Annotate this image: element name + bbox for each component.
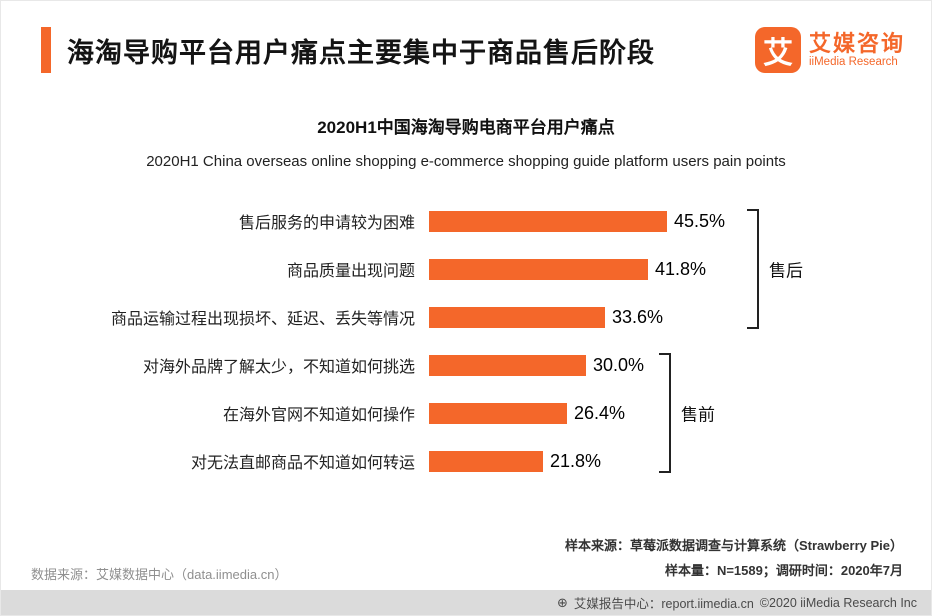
- chart-head: 2020H1中国海淘导购电商平台用户痛点 2020H1 China overse…: [1, 113, 931, 170]
- bar: [429, 210, 667, 232]
- title-wrap: 海淘导购平台用户痛点主要集中于商品售后阶段: [41, 27, 655, 73]
- bar-value-label: 21.8%: [550, 450, 602, 471]
- bar-category-label: 售后服务的申请较为困难: [238, 215, 415, 232]
- bar-rows: 售后服务的申请较为困难 45.5% 商品质量出现问题 41.8% 商品运输过程出现损坏、…: [1, 197, 931, 485]
- chart-title: 2020H1中国海淘导购电商平台用户痛点: [317, 118, 615, 137]
- logo-brand-cn: 艾媒咨询: [808, 30, 905, 56]
- bar-category-label: 商品质量出现问题: [286, 263, 415, 280]
- bar-row: 商品质量出现问题 41.8%: [1, 245, 931, 293]
- logo-brand-en: iiMedia Research: [808, 56, 898, 69]
- pre-sale-bracket: [659, 353, 671, 473]
- bar-row: 在海外官网不知道如何操作 26.4%: [1, 389, 931, 437]
- pre-sale-group-label: 售前: [681, 405, 715, 425]
- page-title: 海淘导购平台用户痛点主要集中于商品售后阶段: [67, 37, 655, 68]
- sample-info-block: 样本来源：草莓派数据调查与计算系统（Strawberry Pie） 样本量：N=…: [565, 533, 903, 583]
- accent-bar: [41, 27, 51, 73]
- bar-value-label: 33.6%: [612, 306, 664, 327]
- bar-chart: 售后服务的申请较为困难 45.5% 商品质量出现问题 41.8% 商品运输过程出现损坏、…: [1, 197, 931, 487]
- iimedia-logo: 艾 艾媒咨询 iiMedia Research: [754, 27, 905, 73]
- bar-category-label: 商品运输过程出现损坏、延迟、丢失等情况: [110, 311, 415, 328]
- bar-row: 售后服务的申请较为困难 45.5%: [1, 197, 931, 245]
- bar-category-label: 对海外品牌了解太少，不知道如何挑选: [142, 359, 415, 376]
- after-sale-group-label: 售后: [769, 261, 803, 281]
- bar: [429, 402, 567, 424]
- logo-text: 艾媒咨询 iiMedia Research: [809, 31, 905, 70]
- bar-row: 对无法直邮商品不知道如何转运 21.8%: [1, 437, 931, 485]
- data-source: 数据来源：艾媒数据中心（data.iimedia.cn）: [31, 567, 288, 582]
- header: 海淘导购平台用户痛点主要集中于商品售后阶段 艾 艾媒咨询 iiMedia Res…: [41, 27, 905, 73]
- bar: [429, 354, 586, 376]
- sample-source: 样本来源：草莓派数据调查与计算系统（Strawberry Pie）: [564, 538, 903, 553]
- bar-category-label: 在海外官网不知道如何操作: [222, 407, 415, 424]
- bar: [429, 450, 543, 472]
- logo-icon: 艾: [754, 27, 801, 73]
- bar-value-label: 26.4%: [574, 402, 626, 423]
- bar-value-label: 41.8%: [655, 258, 707, 279]
- bar-value-label: 45.5%: [674, 210, 726, 231]
- report-center-text: 艾媒报告中心：report.iimedia.cn: [573, 597, 754, 611]
- bar-value-label: 30.0%: [593, 354, 645, 375]
- after-sale-bracket: [747, 209, 759, 329]
- bar-category-label: 对无法直邮商品不知道如何转运: [190, 455, 415, 472]
- bar-row: 对海外品牌了解太少，不知道如何挑选 30.0%: [1, 341, 931, 389]
- chart-subtitle: 2020H1 China overseas online shopping e-…: [146, 153, 786, 170]
- globe-icon: ⊕: [556, 595, 568, 610]
- bar: [429, 306, 605, 328]
- copyright-text: ©2020 iiMedia Research Inc: [759, 595, 917, 610]
- bottom-bar: ⊕ 艾媒报告中心：report.iimedia.cn ©2020 iiMedia…: [1, 590, 931, 615]
- bar: [429, 258, 648, 280]
- bar-row: 商品运输过程出现损坏、延迟、丢失等情况 33.6%: [1, 293, 931, 341]
- sample-size: 样本量：N=1589；调研时间：2020年7月: [664, 563, 903, 578]
